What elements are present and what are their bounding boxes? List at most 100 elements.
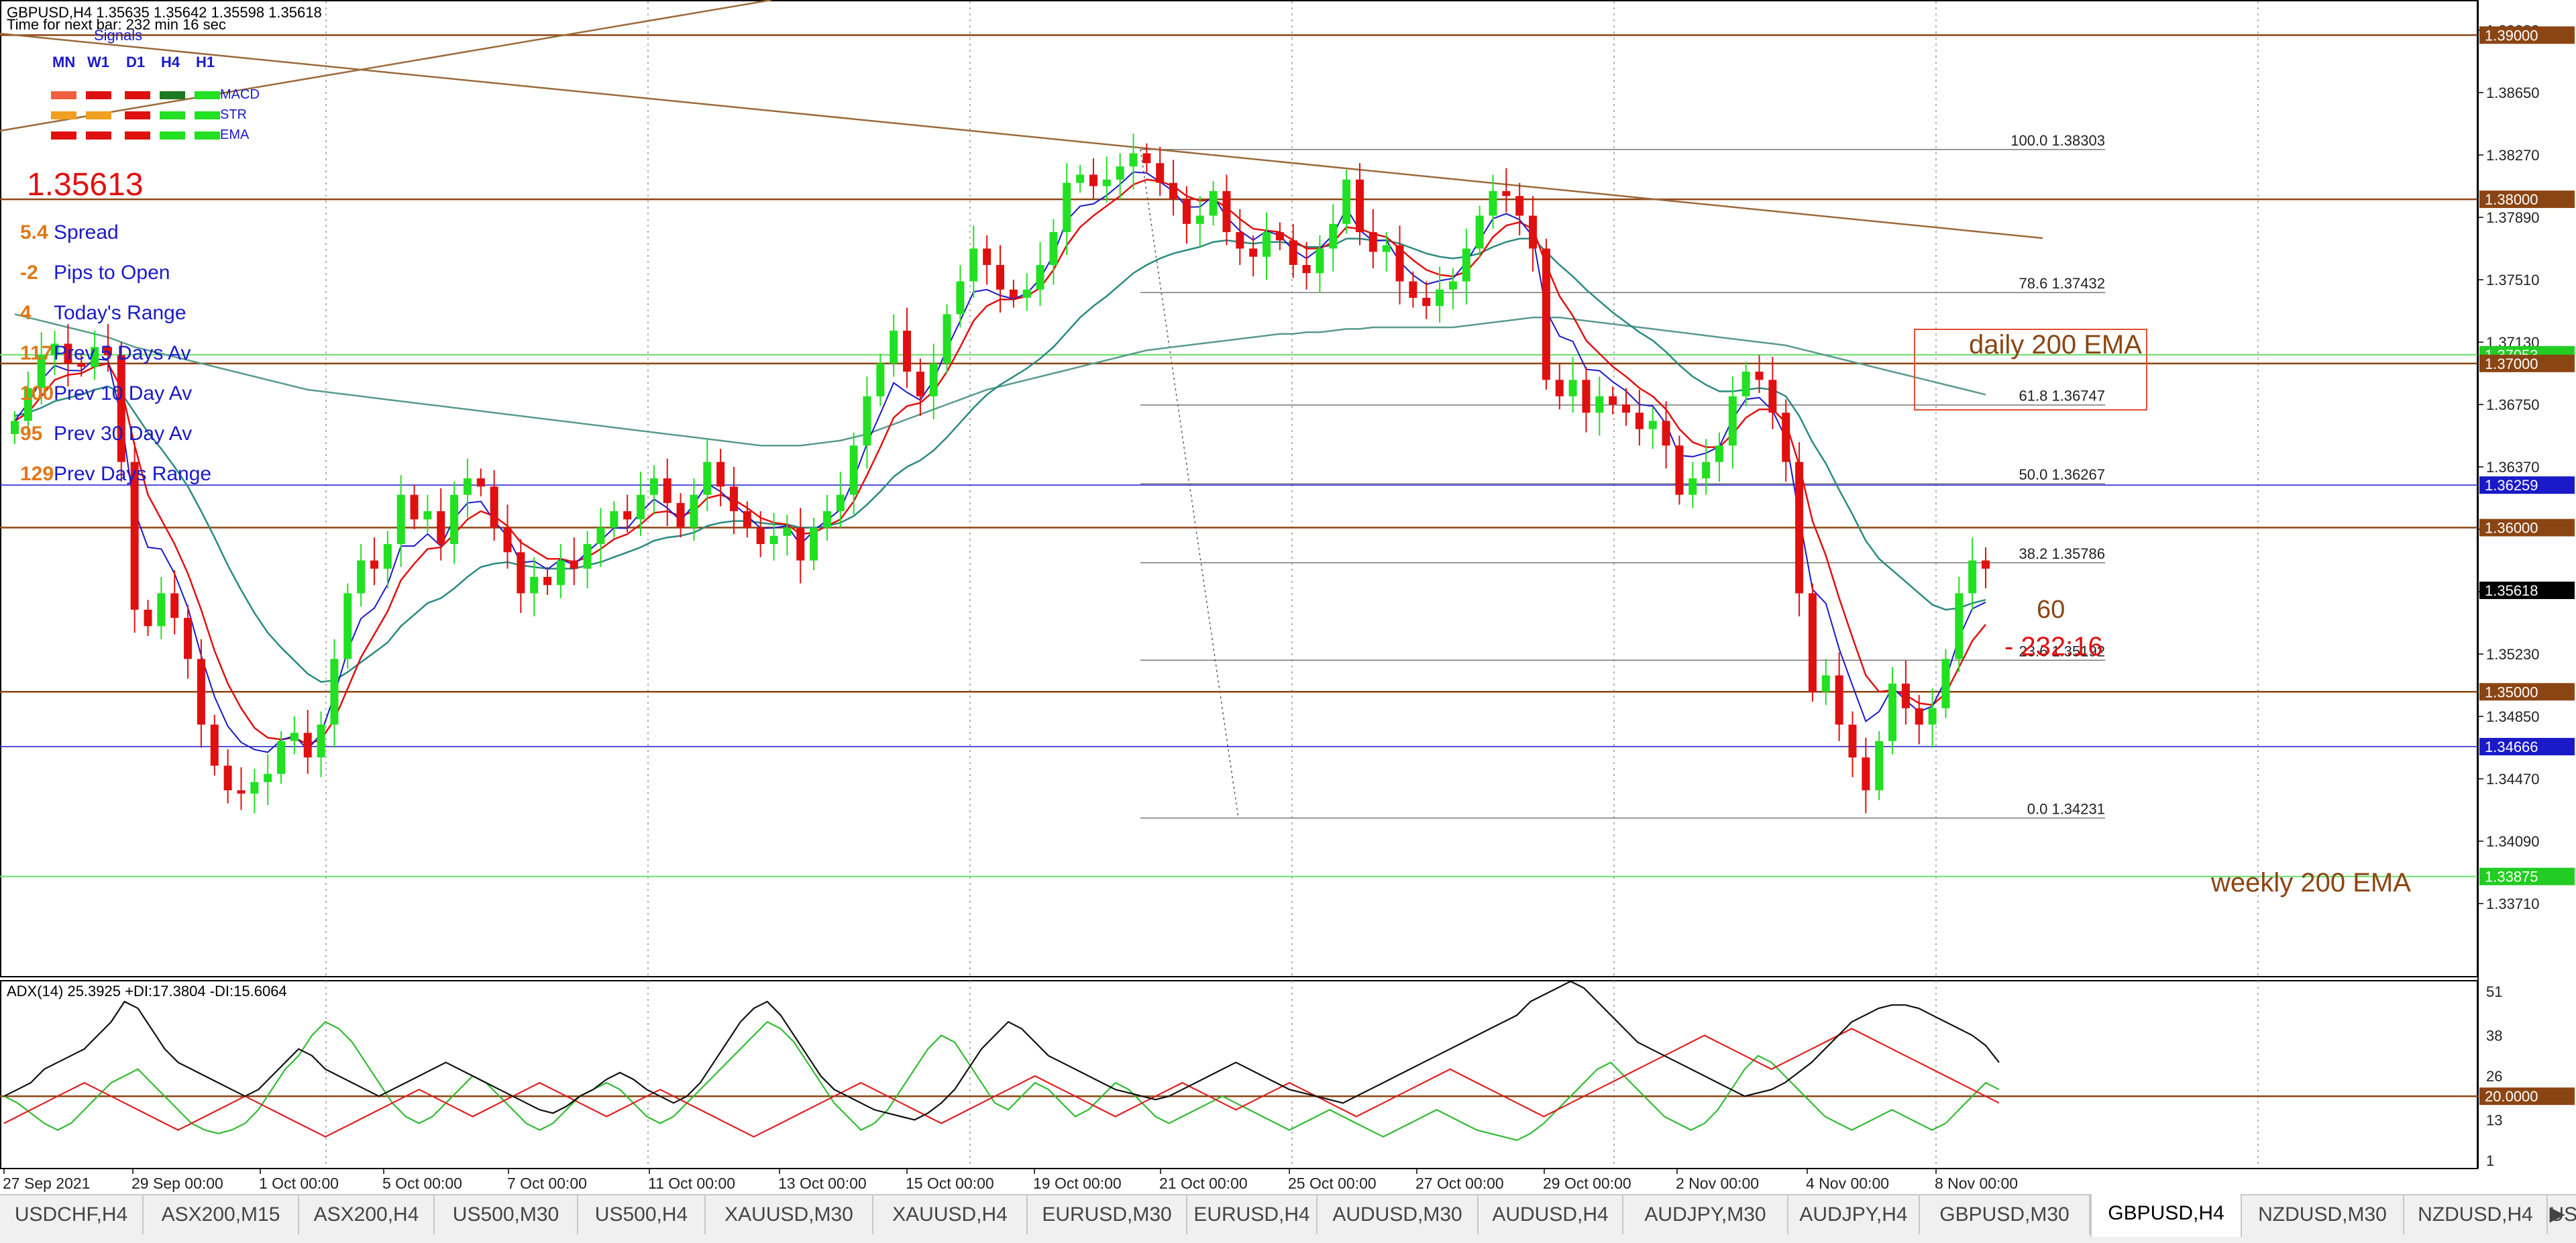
time-tick-label: 5 Oct 00:00 <box>382 1175 462 1192</box>
signals-title: Signals <box>94 27 143 44</box>
tab-usdchf-h4[interactable]: USDCHF,H4 <box>0 1195 144 1234</box>
tab-asx200-h4[interactable]: ASX200,H4 <box>299 1195 435 1234</box>
candle-body <box>943 314 951 364</box>
candle-body <box>1036 264 1044 290</box>
tab-xauusd-h4[interactable]: XAUUSD,H4 <box>873 1195 1028 1234</box>
price-tag-label: 1.35000 <box>2485 684 2538 700</box>
adx-tick-label: 38 <box>2486 1028 2502 1044</box>
signal-cell <box>51 111 76 119</box>
signal-cell <box>195 91 220 99</box>
candle-body <box>836 494 845 512</box>
candle-body <box>956 281 965 315</box>
candle-body <box>1821 675 1830 692</box>
tab-audusd-m30[interactable]: AUDUSD,M30 <box>1318 1195 1479 1234</box>
candle-body <box>1169 182 1178 200</box>
candle-body <box>463 478 472 495</box>
price-tick-label: 1.35230 <box>2486 646 2540 663</box>
candle-body <box>1076 174 1085 183</box>
candle-body <box>250 781 259 794</box>
adx-line <box>3 980 2000 1121</box>
candle-body <box>357 560 366 594</box>
tab-audjpy-h4[interactable]: AUDJPY,H4 <box>1788 1195 1920 1234</box>
price-tag-label: 1.33875 <box>2485 869 2538 885</box>
candle-body <box>437 511 445 545</box>
candle-body <box>1022 289 1031 298</box>
candles <box>11 133 1990 814</box>
candle-body <box>1249 248 1258 257</box>
price-tag-label: 1.37000 <box>2485 356 2538 372</box>
adx-tick-label: 1 <box>2486 1152 2494 1169</box>
stat-value: 4 <box>20 302 32 324</box>
candle-body <box>303 733 312 758</box>
signal-cell <box>195 111 220 119</box>
price-tick-label: 1.36750 <box>2486 396 2540 413</box>
candle-body <box>729 486 738 512</box>
signal-cell <box>125 131 150 140</box>
candle-body <box>1156 163 1165 183</box>
candle-body <box>1862 757 1870 791</box>
chart-window[interactable]: 100.0 1.38303 78.6 1.37432 61.8 1.36747 50.… <box>0 0 2576 1194</box>
candle-body <box>1582 380 1591 413</box>
tab-nzdusd-m30[interactable]: NZDUSD,M30 <box>2242 1195 2404 1234</box>
time-tick-label: 27 Sep 2021 <box>3 1175 90 1192</box>
candle-body <box>1409 281 1417 298</box>
tab-audusd-h4[interactable]: AUDUSD,H4 <box>1479 1195 1623 1234</box>
time-tick-label: 27 Oct 00:00 <box>1415 1175 1504 1192</box>
candle-body <box>1263 232 1271 257</box>
chevron-right-icon[interactable]: ▶ <box>2549 1203 2565 1225</box>
price-tick-label: 1.34090 <box>2486 833 2540 850</box>
indicator-label: MACD <box>220 87 260 102</box>
candle-body <box>1941 659 1950 708</box>
candle-body <box>1515 196 1524 216</box>
candle-body <box>903 330 912 372</box>
tab-audjpy-m30[interactable]: AUDJPY,M30 <box>1623 1195 1788 1234</box>
tab-nzdusd-h4[interactable]: NZDUSD,H4 <box>2404 1195 2548 1234</box>
tab-usdcad-m30[interactable]: USDCAD,M30 <box>2548 1195 2576 1234</box>
tab-gbpusd-h4[interactable]: GBPUSD,H4 <box>2090 1194 2242 1237</box>
candle-body <box>1236 232 1244 249</box>
signal-cell <box>125 91 150 99</box>
tab-gbpusd-m30[interactable]: GBPUSD,M30 <box>1920 1195 2090 1234</box>
candle-body <box>610 511 619 528</box>
price-tick-label: 1.38650 <box>2486 85 2540 101</box>
candle-body <box>890 330 898 364</box>
candle-body <box>969 248 978 282</box>
candle-body <box>1289 240 1297 265</box>
candle-body <box>1195 215 1204 224</box>
tab-us500-h4[interactable]: US500,H4 <box>578 1195 706 1234</box>
timeframe-h1: H1 <box>196 54 215 70</box>
candle-body <box>77 363 86 367</box>
tab-eurusd-h4[interactable]: EURUSD,H4 <box>1187 1195 1318 1234</box>
candle-body <box>1209 191 1218 216</box>
signal-cell <box>86 111 111 119</box>
time-axis: 27 Sep 2021 29 Sep 00:00 1 Oct 00:00 5 Oct … <box>0 1168 2478 1192</box>
candle-body <box>1595 396 1604 413</box>
candle-body <box>103 347 112 356</box>
price-chart[interactable]: 100.0 1.38303 78.6 1.37432 61.8 1.36747 50.… <box>0 0 2576 1194</box>
candle-body <box>1568 380 1577 396</box>
chart-tabs: USDCHF,H4 ASX200,M15 ASX200,H4 US500,M30 US5… <box>0 1194 2576 1243</box>
stat-value: 5.4 <box>20 221 48 244</box>
stat-value: 117 <box>20 342 53 364</box>
candle-body <box>1089 174 1097 186</box>
candle-body <box>517 552 525 594</box>
price-tick-label: 1.34470 <box>2486 771 2540 788</box>
candle-body <box>916 372 924 396</box>
tab-eurusd-m30[interactable]: EURUSD,M30 <box>1028 1195 1187 1234</box>
candle-body <box>1955 593 1964 659</box>
candle-body <box>663 478 672 503</box>
time-tick-label: 19 Oct 00:00 <box>1033 1175 1122 1192</box>
candle-body <box>596 527 605 545</box>
candle-body <box>1182 199 1191 224</box>
tab-xauusd-m30[interactable]: XAUUSD,M30 <box>706 1195 873 1234</box>
signal-cell <box>160 111 185 119</box>
tab-us500-m30[interactable]: US500,M30 <box>435 1195 578 1234</box>
candle-body <box>637 494 645 520</box>
signal-cell <box>160 131 185 140</box>
time-tick-label: 21 Oct 00:00 <box>1159 1175 1248 1192</box>
tab-asx200-m15[interactable]: ASX200,M15 <box>144 1195 299 1234</box>
candle-body <box>1768 380 1777 413</box>
candle-body <box>810 527 818 561</box>
indicator-label: STR <box>220 107 247 122</box>
candle-body <box>796 527 805 561</box>
